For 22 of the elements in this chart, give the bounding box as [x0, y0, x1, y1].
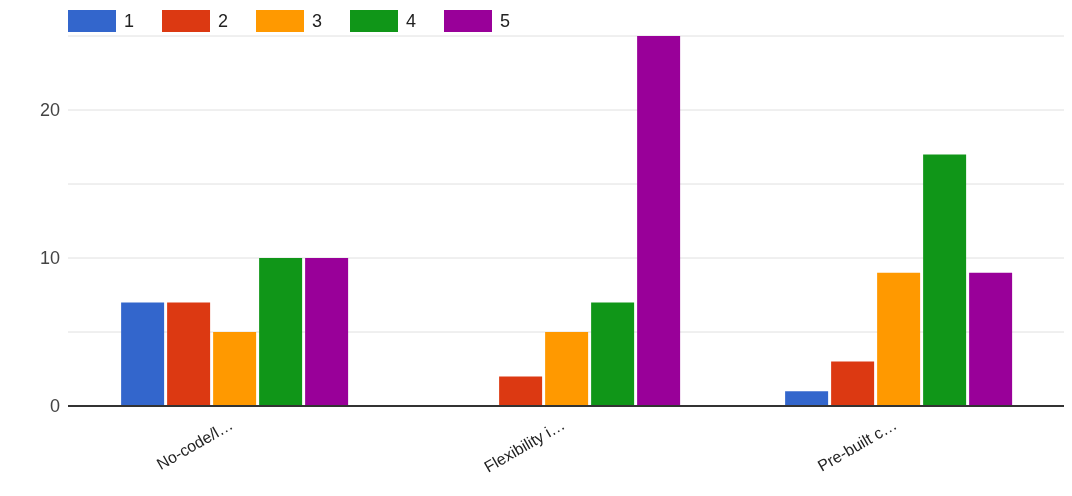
- y-tick-label: 10: [39, 248, 60, 269]
- legend-label: 5: [500, 10, 511, 32]
- legend-label: 4: [406, 10, 417, 32]
- bar: [785, 391, 829, 406]
- bar: [259, 258, 303, 406]
- bar: [591, 302, 635, 406]
- bar: [121, 302, 165, 406]
- bar: [213, 332, 257, 406]
- bar: [167, 302, 211, 406]
- legend-label: 2: [218, 10, 229, 32]
- bar: [969, 272, 1013, 406]
- y-tick-label: 0: [49, 396, 60, 417]
- bar: [545, 332, 589, 406]
- bar: [877, 272, 921, 406]
- bar: [831, 361, 875, 406]
- bar: [637, 36, 681, 406]
- legend-label: 3: [312, 10, 323, 32]
- legend-label: 1: [124, 10, 135, 32]
- bar: [923, 154, 967, 406]
- y-tick-label: 20: [39, 100, 60, 121]
- bar: [499, 376, 543, 406]
- bar: [305, 258, 349, 406]
